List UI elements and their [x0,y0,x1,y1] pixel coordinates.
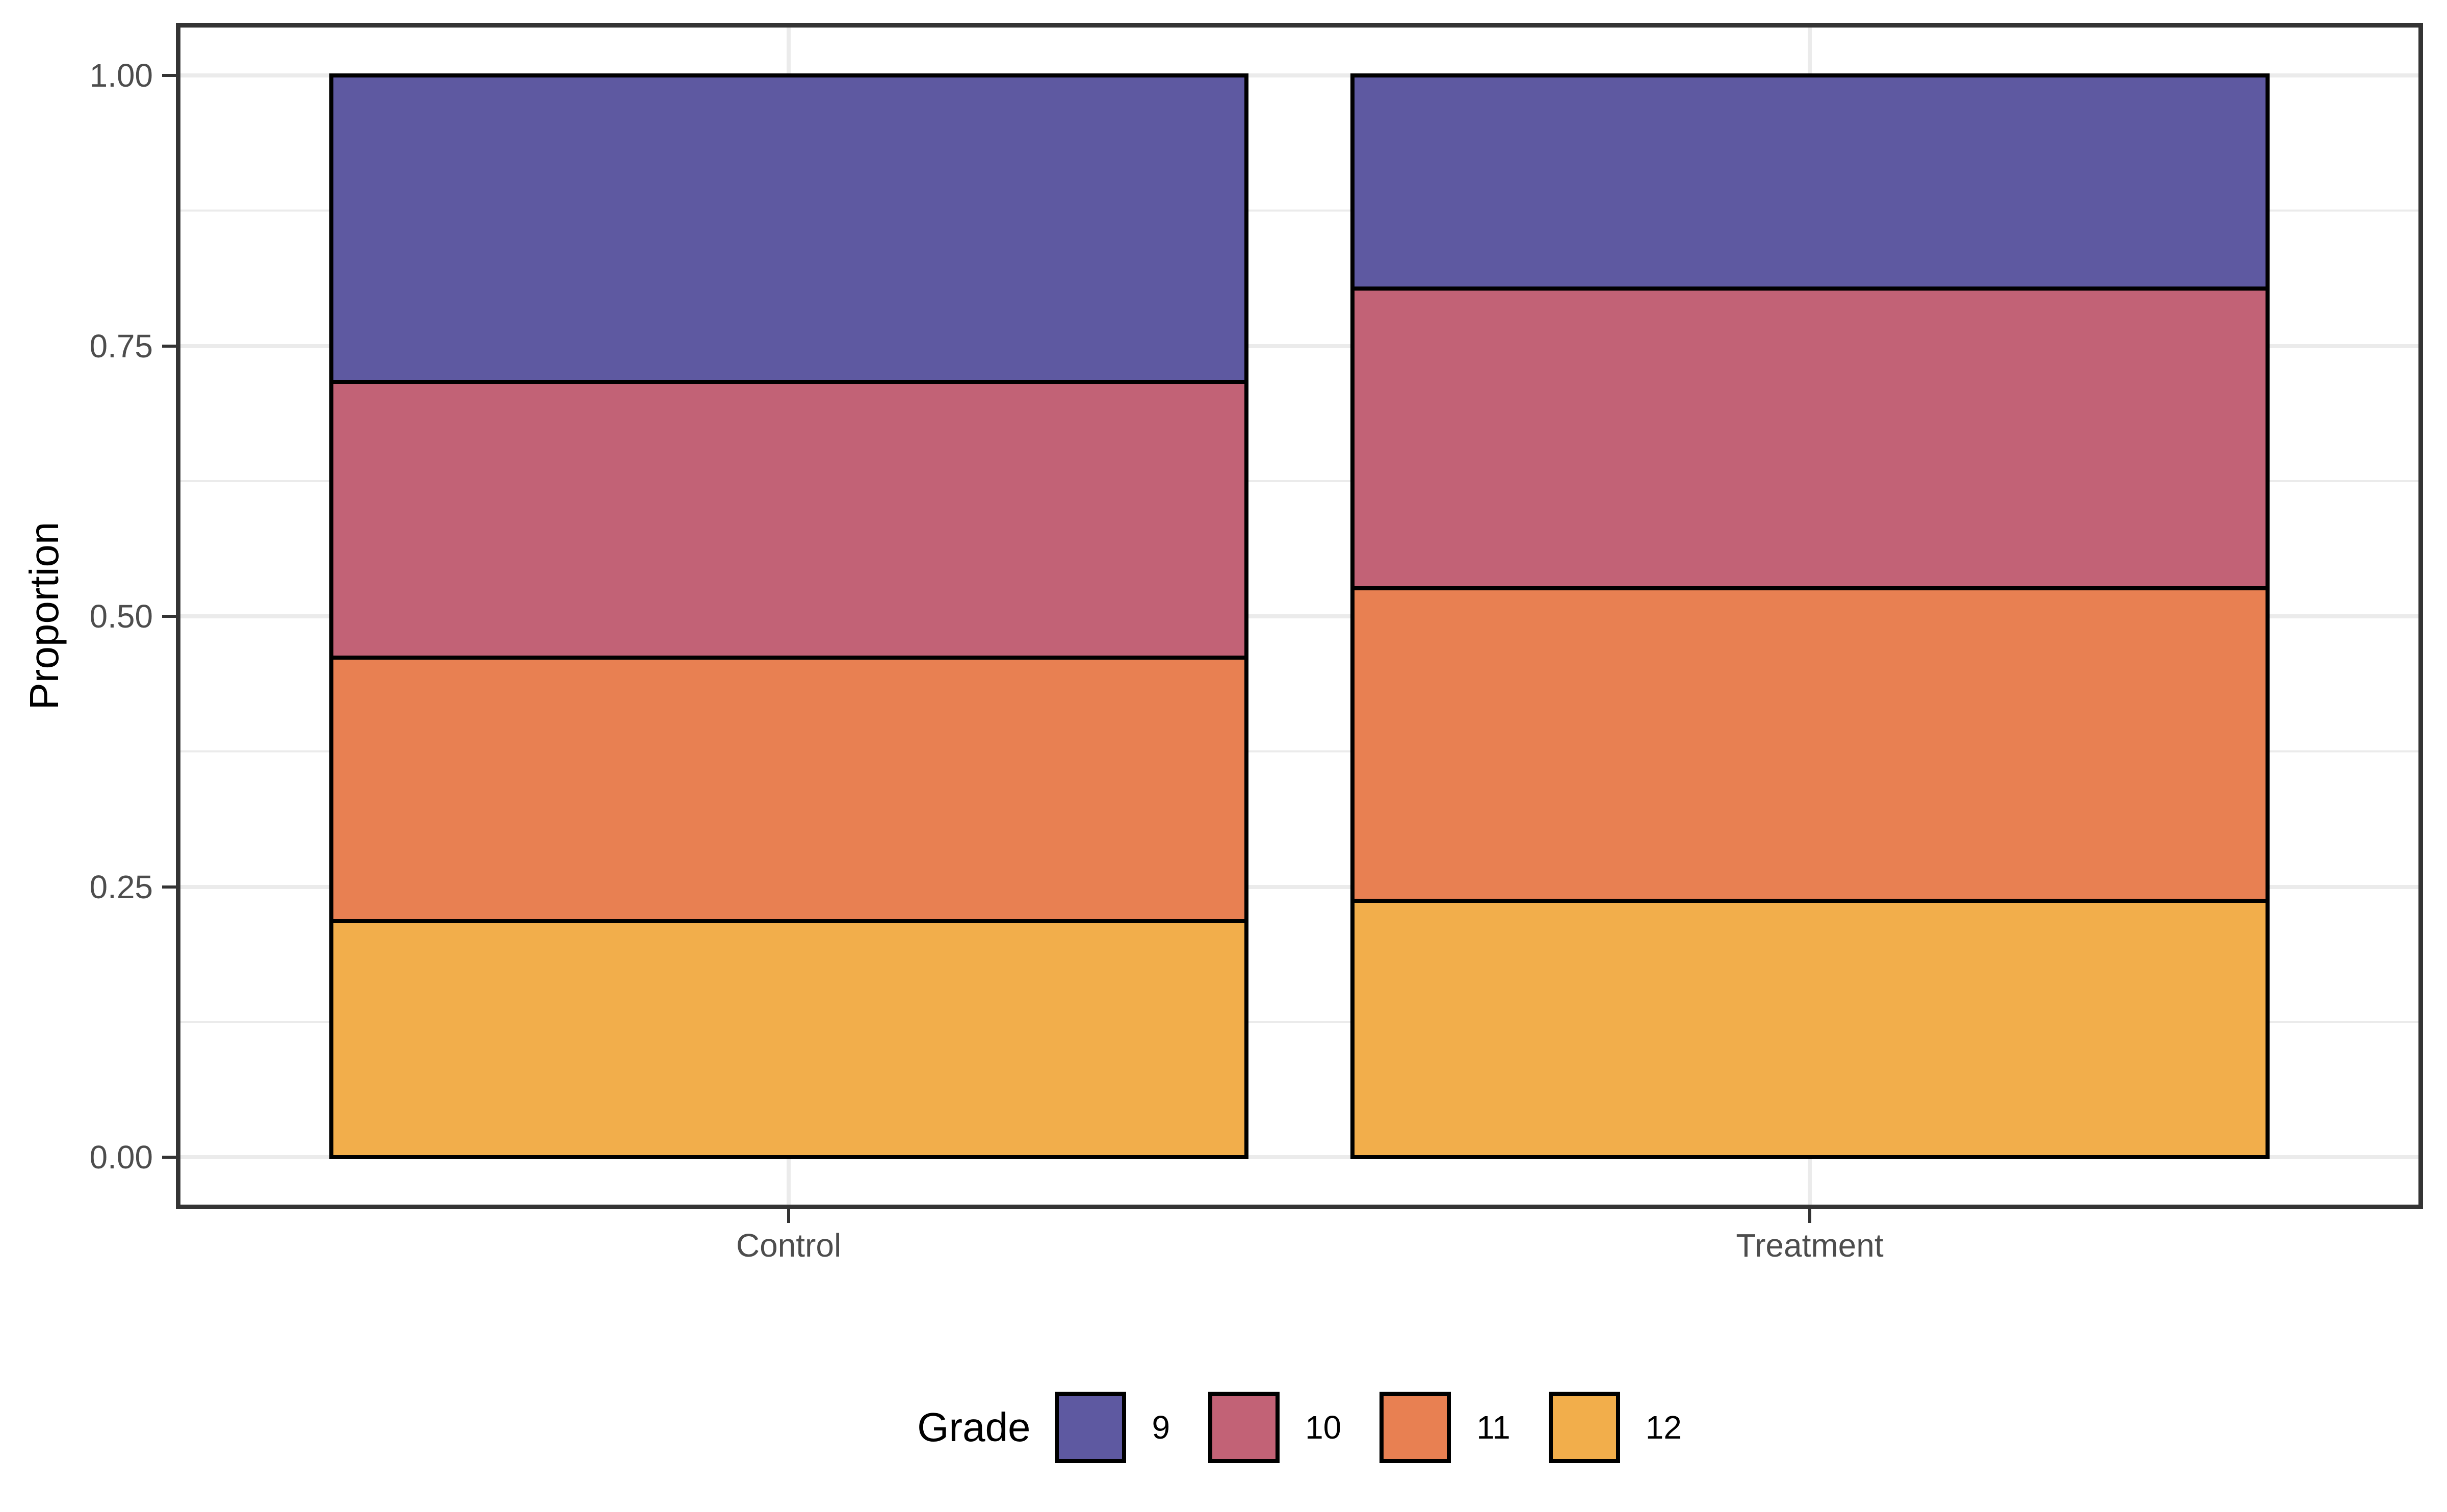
y-tick-label: 0.25 [89,868,153,905]
bars-layer [180,28,2418,1205]
bar-segment-treatment-grade-11 [1350,586,2270,903]
y-tick [162,885,176,889]
y-tick [162,1156,176,1159]
legend-items: 9 10 11 12 [1055,1392,1682,1463]
legend-swatch-grade-12 [1548,1392,1620,1463]
y-tick [162,344,176,348]
legend-label: 10 [1305,1409,1342,1446]
bar-segment-control-grade-12 [329,919,1248,1159]
bar-segment-control-grade-11 [329,655,1248,924]
legend-item-grade-12: 12 [1548,1392,1682,1463]
bar-segment-treatment-grade-12 [1350,899,2270,1159]
gridline-minor [180,480,2418,482]
gridline-major [180,1155,2418,1159]
bar-segment-control-grade-10 [329,379,1248,660]
legend-item-grade-9: 9 [1055,1392,1170,1463]
bar-segment-treatment-grade-9 [1350,73,2270,291]
legend-title: Grade [917,1404,1031,1450]
gridline-minor [180,750,2418,753]
x-tick [787,1209,790,1223]
gridline-major [180,614,2418,618]
y-tick [162,74,176,77]
x-tick-label: Treatment [1736,1227,1884,1264]
legend: Grade 9 10 11 12 [176,1389,2423,1466]
gridline-major [180,344,2418,348]
x-tick-label: Control [736,1227,842,1264]
gridline-minor [180,1021,2418,1023]
y-tick [162,615,176,618]
bar-segment-treatment-grade-10 [1350,286,2270,590]
y-tick-label: 1.00 [89,57,153,94]
legend-swatch-grade-9 [1055,1392,1127,1463]
bar-segment-control-grade-9 [329,73,1248,384]
y-tick-label: 0.50 [89,598,153,635]
legend-item-grade-11: 11 [1379,1392,1511,1463]
y-tick-label: 0.75 [89,327,153,364]
legend-swatch-grade-10 [1208,1392,1280,1463]
legend-swatch-grade-11 [1379,1392,1451,1463]
plot-panel [176,23,2423,1209]
x-tick [1808,1209,1811,1223]
y-axis-title: Proportion [21,522,67,710]
gridline-major [180,73,2418,77]
legend-label: 9 [1152,1409,1170,1446]
legend-label: 12 [1645,1409,1682,1446]
y-tick-label: 0.00 [89,1139,153,1176]
legend-label: 11 [1476,1409,1511,1446]
gridline-major [180,884,2418,889]
legend-item-grade-10: 10 [1208,1392,1341,1463]
gridline-minor [180,210,2418,212]
